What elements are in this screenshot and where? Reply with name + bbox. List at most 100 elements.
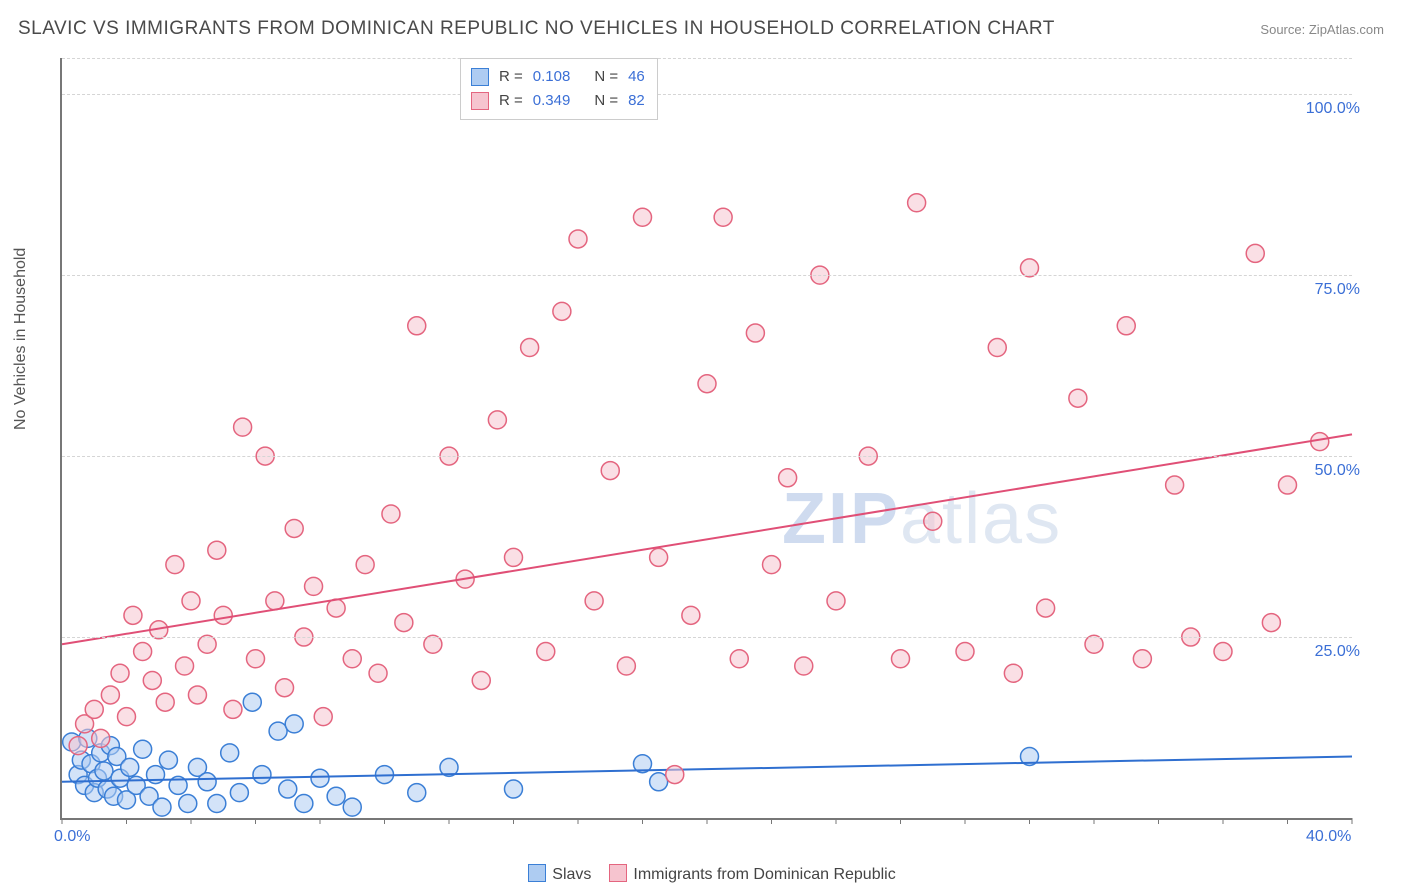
y-tick-label: 25.0% (1290, 643, 1360, 661)
data-point (1117, 317, 1135, 335)
data-point (214, 606, 232, 624)
data-point (92, 729, 110, 747)
legend-n-value: 82 (628, 89, 645, 113)
data-point (650, 773, 668, 791)
data-point (746, 324, 764, 342)
data-point (182, 592, 200, 610)
data-point (369, 664, 387, 682)
data-point (121, 758, 139, 776)
series-legend: SlavsImmigrants from Dominican Republic (0, 864, 1406, 884)
data-point (924, 512, 942, 530)
data-point (253, 766, 271, 784)
data-point (269, 722, 287, 740)
data-point (779, 469, 797, 487)
data-point (295, 795, 313, 813)
data-point (285, 519, 303, 537)
data-point (327, 599, 345, 617)
legend-r-value: 0.108 (533, 65, 571, 89)
data-point (988, 339, 1006, 357)
legend-row: R = 0.349 N = 82 (471, 89, 645, 113)
data-point (908, 194, 926, 212)
data-point (356, 556, 374, 574)
data-point (166, 556, 184, 574)
data-point (382, 505, 400, 523)
data-point (1037, 599, 1055, 617)
data-point (1133, 650, 1151, 668)
data-point (488, 411, 506, 429)
data-point (134, 643, 152, 661)
data-point (243, 693, 261, 711)
data-point (176, 657, 194, 675)
legend-swatch (471, 68, 489, 86)
data-point (395, 614, 413, 632)
data-point (276, 679, 294, 697)
legend-label: Immigrants from Dominican Republic (633, 866, 895, 883)
data-point (1214, 643, 1232, 661)
data-point (666, 766, 684, 784)
chart-plot-area: ZIPatlas (60, 58, 1352, 820)
data-point (327, 787, 345, 805)
data-point (279, 780, 297, 798)
data-point (408, 317, 426, 335)
x-tick-label: 0.0% (54, 828, 90, 846)
data-point (124, 606, 142, 624)
data-point (156, 693, 174, 711)
legend-r-label: R = (499, 89, 523, 113)
data-point (118, 708, 136, 726)
x-tick-label: 40.0% (1306, 828, 1351, 846)
legend-r-value: 0.349 (533, 89, 571, 113)
gridline (62, 275, 1352, 276)
trend-line (62, 434, 1352, 644)
source-label: Source: (1260, 22, 1305, 37)
data-point (617, 657, 635, 675)
data-point (85, 700, 103, 718)
data-point (569, 230, 587, 248)
data-point (266, 592, 284, 610)
data-point (208, 541, 226, 559)
data-point (285, 715, 303, 733)
data-point (1166, 476, 1184, 494)
data-point (956, 643, 974, 661)
data-point (134, 740, 152, 758)
data-point (153, 798, 171, 816)
legend-row: R = 0.108 N = 46 (471, 65, 645, 89)
data-point (343, 798, 361, 816)
data-point (408, 784, 426, 802)
source-value: ZipAtlas.com (1309, 22, 1384, 37)
data-point (111, 664, 129, 682)
data-point (188, 686, 206, 704)
data-point (827, 592, 845, 610)
y-tick-label: 75.0% (1290, 281, 1360, 299)
gridline (62, 637, 1352, 638)
y-tick-label: 100.0% (1290, 100, 1360, 118)
data-point (730, 650, 748, 668)
data-point (1069, 389, 1087, 407)
legend-swatch (471, 92, 489, 110)
data-point (208, 795, 226, 813)
y-axis-label: No Vehicles in Household (12, 248, 30, 430)
legend-r-label: R = (499, 65, 523, 89)
data-point (198, 773, 216, 791)
data-point (69, 737, 87, 755)
data-point (314, 708, 332, 726)
source-attribution: Source: ZipAtlas.com (1260, 22, 1384, 37)
data-point (311, 769, 329, 787)
data-point (101, 686, 119, 704)
legend-n-label: N = (594, 65, 618, 89)
data-point (1262, 614, 1280, 632)
data-point (505, 548, 523, 566)
data-point (1004, 664, 1022, 682)
data-point (601, 462, 619, 480)
data-point (224, 700, 242, 718)
legend-n-label: N = (594, 89, 618, 113)
data-point (585, 592, 603, 610)
data-point (763, 556, 781, 574)
data-point (714, 208, 732, 226)
legend-n-value: 46 (628, 65, 645, 89)
data-point (234, 418, 252, 436)
y-tick-label: 50.0% (1290, 462, 1360, 480)
data-point (650, 548, 668, 566)
data-point (892, 650, 910, 668)
data-point (553, 302, 571, 320)
data-point (221, 744, 239, 762)
